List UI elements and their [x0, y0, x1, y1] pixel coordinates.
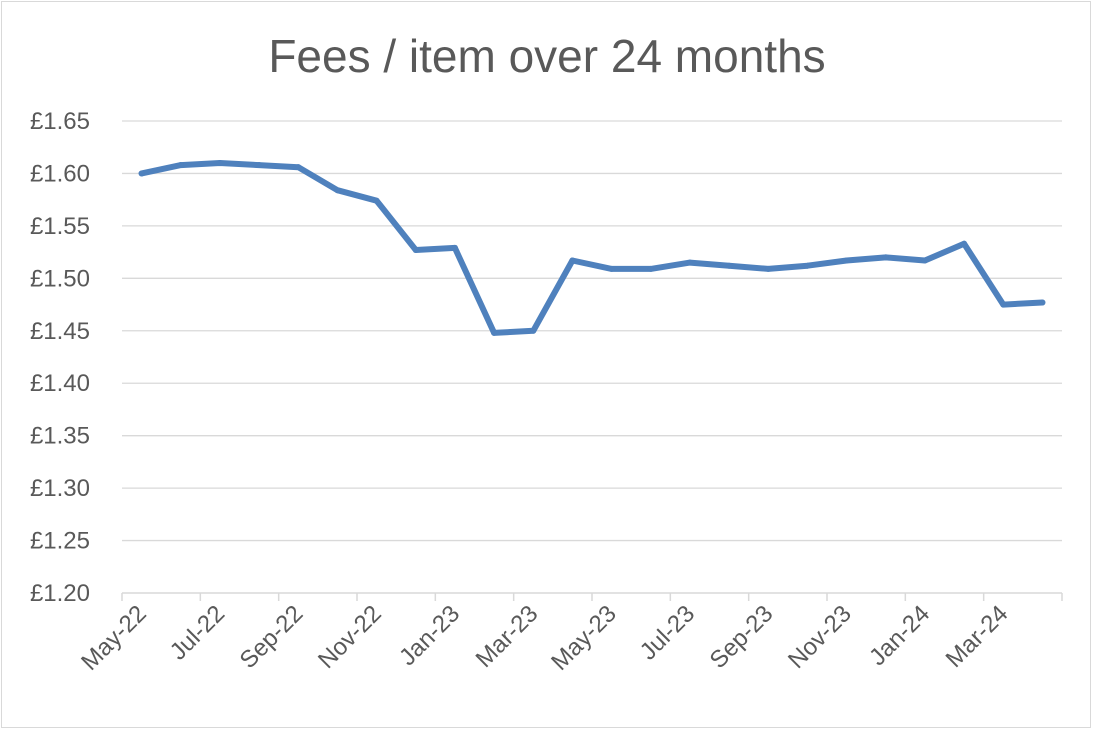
data-point [765, 265, 772, 272]
data-point [726, 262, 733, 269]
y-tick-label: £1.55 [30, 213, 90, 240]
y-tick-label: £1.50 [30, 265, 90, 292]
data-point [1039, 299, 1046, 306]
y-tick-label: £1.30 [30, 475, 90, 502]
data-point [138, 170, 145, 177]
x-tick-label: Mar-24 [941, 600, 1014, 673]
data-point [412, 247, 419, 254]
x-tick-label: Mar-23 [471, 600, 544, 673]
x-tick-label: Nov-23 [783, 600, 857, 674]
y-tick-label: £1.65 [30, 108, 90, 135]
data-point [804, 262, 811, 269]
chart-title: Fees / item over 24 months [268, 30, 825, 82]
series-line [138, 160, 1046, 336]
data-point [177, 162, 184, 169]
gridlines [122, 120, 1062, 542]
x-tick-label: Jan-24 [864, 600, 935, 671]
x-axis [121, 592, 1063, 601]
data-point [491, 329, 498, 336]
x-tick-label: Sep-23 [705, 600, 779, 674]
data-point [334, 187, 341, 194]
x-tick-label: Jul-23 [635, 600, 700, 665]
data-point [530, 327, 537, 334]
x-tick-label: May-23 [546, 600, 622, 676]
data-point [608, 265, 615, 272]
data-point [451, 244, 458, 251]
y-tick-label: £1.25 [30, 528, 90, 555]
data-point [216, 159, 223, 166]
x-tick-label: Sep-22 [235, 600, 309, 674]
x-axis-tick-labels: May-22 Jul-22 Sep-22 Nov-22 Jan-23 Mar-23 May-… [76, 600, 1013, 676]
y-axis-tick-labels: £1.20 £1.25 £1.30 £1.35 £1.40 £1.45 £1.50 £1.55… [30, 108, 90, 607]
data-point [373, 197, 380, 204]
data-point [569, 257, 576, 264]
data-point [843, 257, 850, 264]
data-point [295, 164, 302, 171]
data-point [256, 162, 263, 169]
y-tick-label: £1.35 [30, 423, 90, 450]
x-tick-label: Jan-23 [394, 600, 465, 671]
data-point [686, 259, 693, 266]
x-tick-label: May-22 [76, 600, 152, 676]
data-point [961, 240, 968, 247]
data-point [1000, 301, 1007, 308]
y-tick-label: £1.45 [30, 318, 90, 345]
x-tick-label: Nov-22 [313, 600, 387, 674]
y-tick-label: £1.20 [30, 580, 90, 607]
series-layer [138, 159, 1046, 336]
y-tick-label: £1.60 [30, 160, 90, 187]
y-tick-label: £1.40 [30, 370, 90, 397]
x-tick-label: Jul-22 [165, 600, 230, 665]
data-point [921, 257, 928, 264]
data-point [882, 254, 889, 261]
data-point [647, 265, 654, 272]
